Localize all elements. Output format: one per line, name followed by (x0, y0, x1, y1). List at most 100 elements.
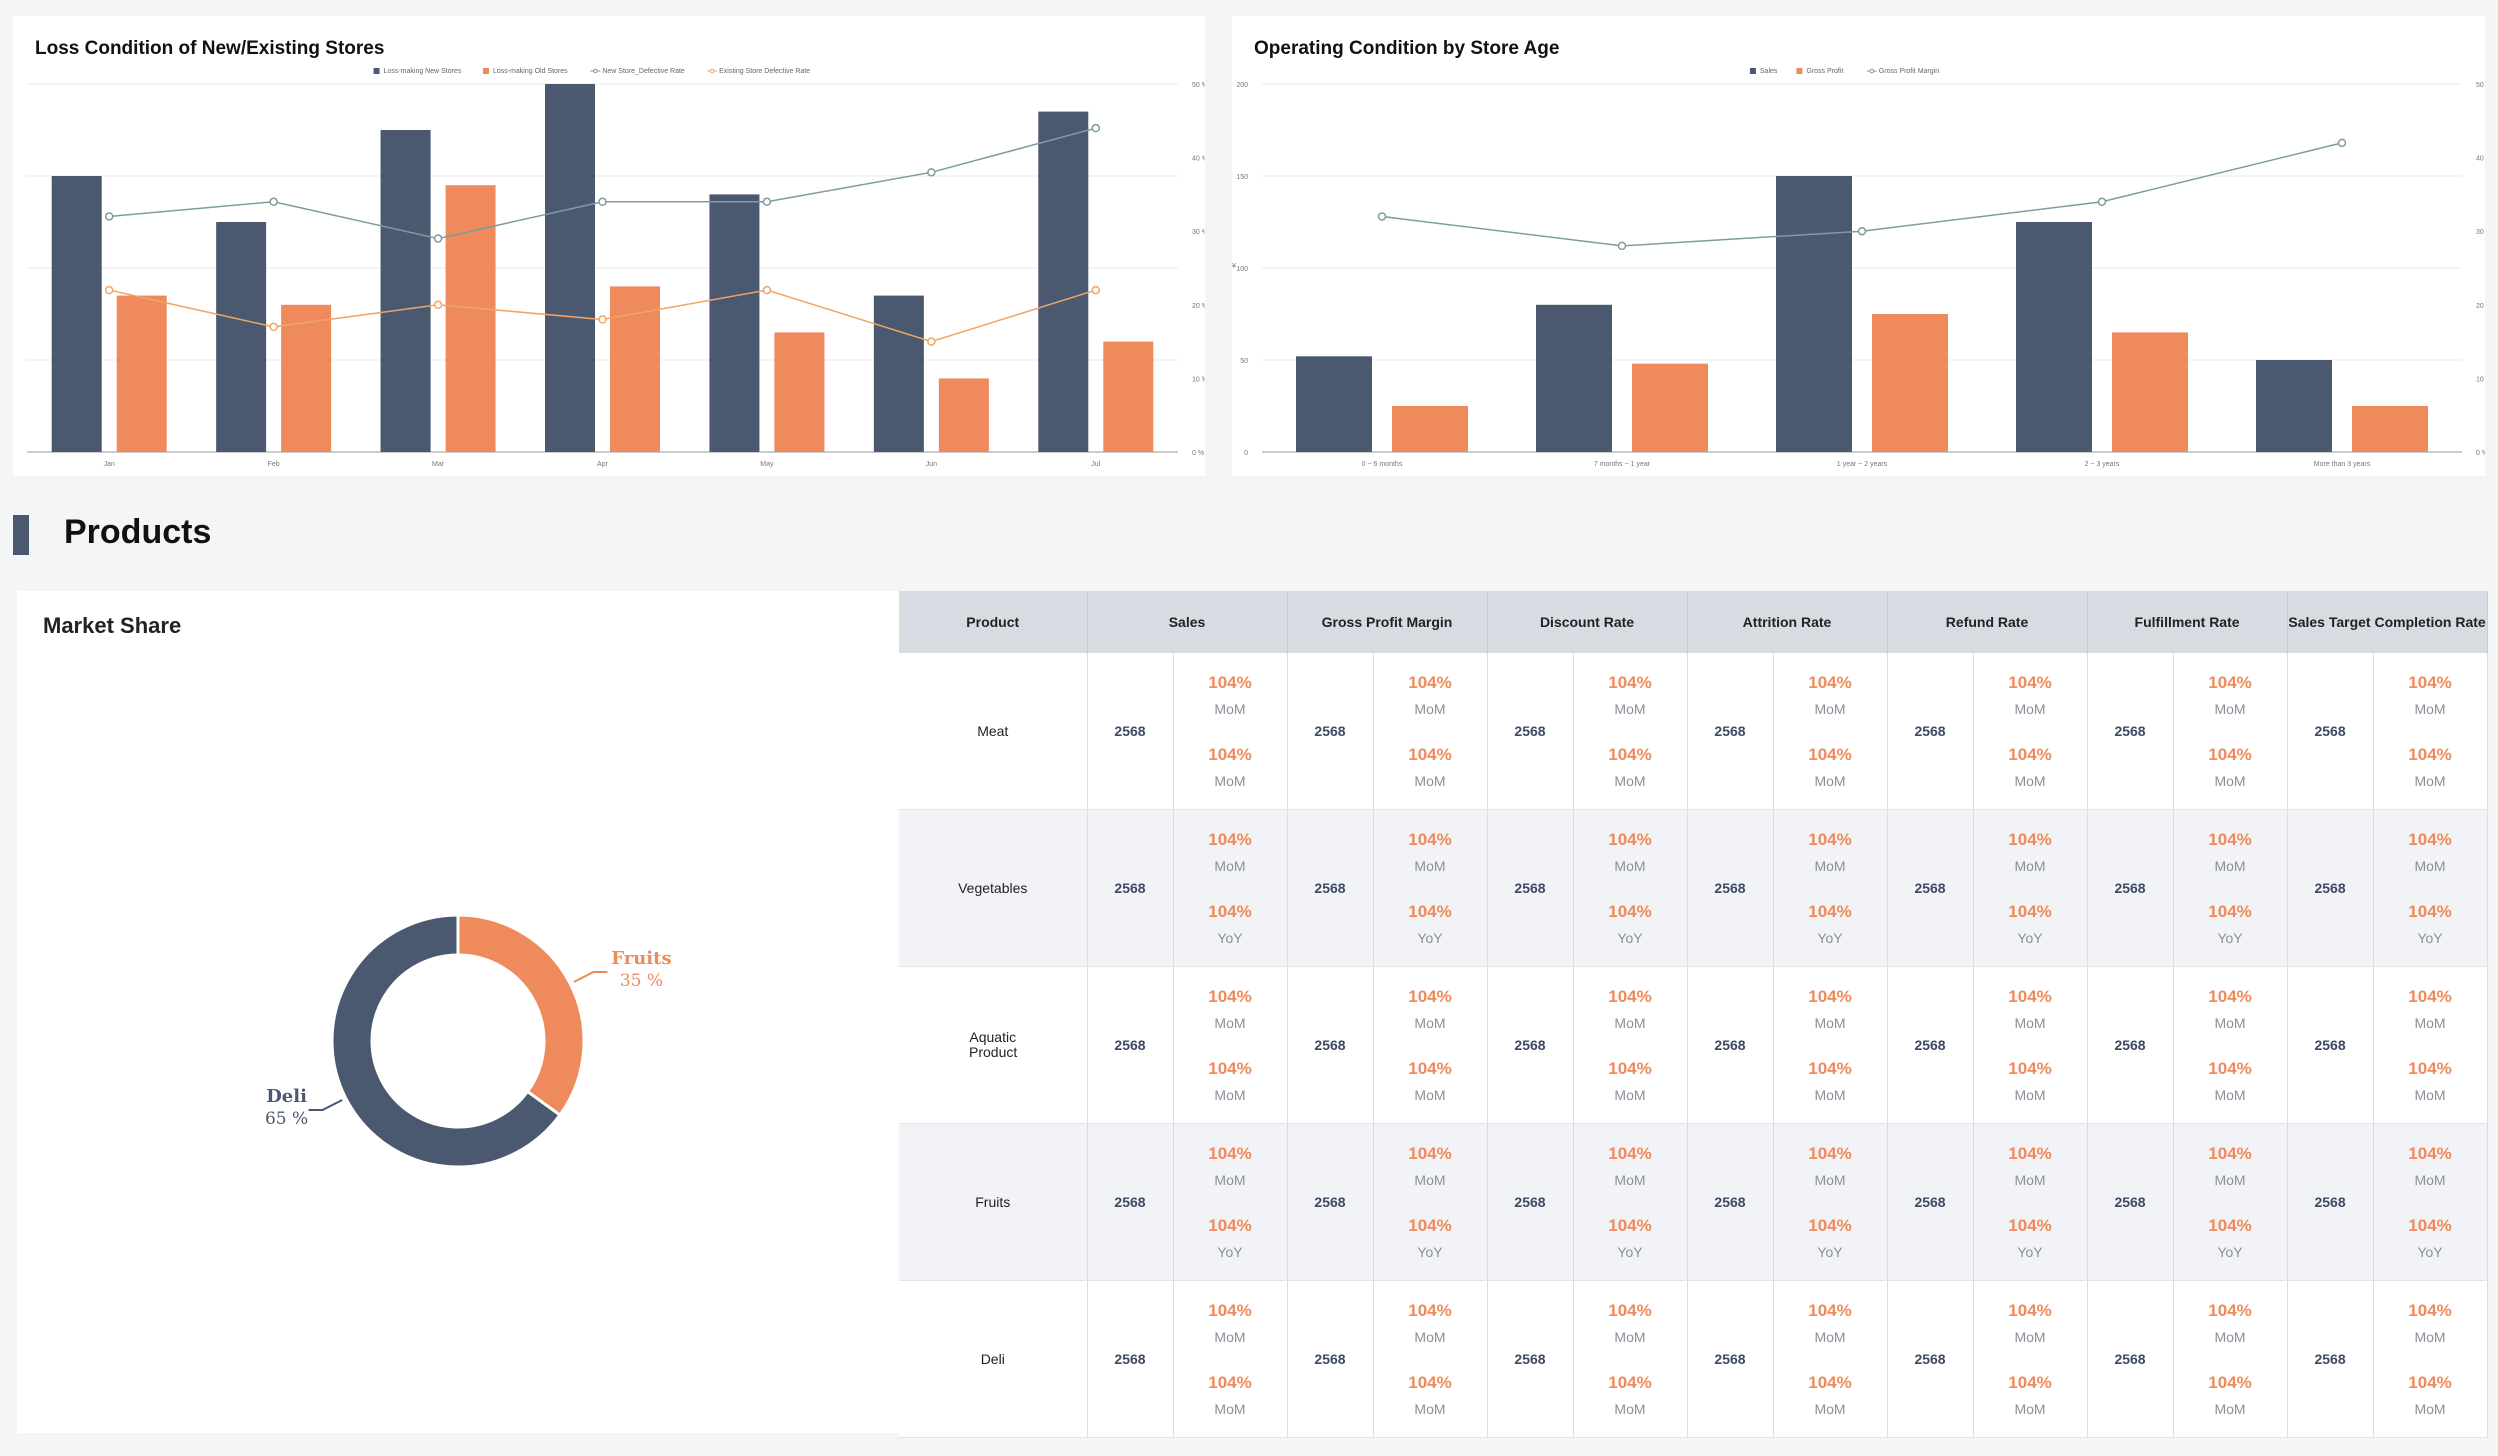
bar[interactable] (1776, 176, 1852, 452)
line-point[interactable] (2097, 197, 2107, 207)
legend-item[interactable]: Existing Store Defective Rate (707, 68, 810, 75)
column-header[interactable]: Product (899, 591, 1088, 653)
line-point[interactable] (598, 315, 607, 324)
legend-item[interactable]: Gross Profit Margin (1866, 68, 1939, 75)
metric-value: 2568 (2087, 1280, 2174, 1438)
metric-comparison: 104% MoM 104% YoY (2373, 809, 2488, 967)
bar[interactable] (2352, 406, 2428, 452)
line-point[interactable] (927, 337, 936, 346)
line-point[interactable] (104, 212, 114, 221)
bar[interactable] (281, 304, 332, 452)
y2-tick-label: 10 % (1192, 376, 1205, 383)
change-percent: 104% (1608, 1144, 1652, 1163)
change-label: MoM (2414, 1087, 2446, 1103)
legend-swatch (482, 68, 489, 74)
column-header[interactable]: Fulfillment Rate (2087, 591, 2288, 653)
metric-value: 2568 (1687, 966, 1774, 1124)
donut-slice[interactable] (456, 913, 586, 1118)
bar[interactable] (1632, 363, 1708, 452)
bar[interactable] (380, 130, 431, 452)
line-point[interactable] (1617, 241, 1627, 251)
column-header[interactable]: Attrition Rate (1687, 591, 1888, 653)
table-row[interactable]: Aquatic Product 2568 104% MoM 104% MoM 2568 104… (899, 966, 2488, 1124)
line-point[interactable] (598, 197, 607, 207)
change-percent: 104% (2008, 673, 2052, 692)
bar[interactable] (1296, 356, 1372, 452)
bar[interactable] (545, 84, 595, 452)
change-label: MoM (1614, 1329, 1646, 1345)
legend-item[interactable]: New Store_Defective Rate (590, 68, 685, 75)
change-percent: 104% (1408, 902, 1452, 921)
bar[interactable] (1038, 111, 1089, 452)
bar[interactable] (116, 295, 167, 452)
metric-value: 2568 (2287, 1123, 2374, 1281)
line-point[interactable] (2337, 138, 2347, 148)
line-point[interactable] (1091, 123, 1101, 133)
line-point[interactable] (269, 322, 278, 332)
column-header[interactable]: Refund Rate (1887, 591, 2088, 653)
legend-swatch (709, 68, 715, 74)
bar[interactable] (445, 185, 496, 452)
metric-comparison: 104% MoM 104% MoM (1373, 1280, 1488, 1438)
legend-item[interactable]: Gross Profit (1796, 68, 1843, 75)
metric-value: 2568 (1087, 1123, 1174, 1281)
bar[interactable] (709, 194, 760, 452)
line-point[interactable] (1091, 285, 1101, 295)
table-row[interactable]: Meat 2568 104% MoM 104% MoM 2568 104% MoM 104% MoM… (899, 653, 2488, 810)
table-row[interactable]: Deli 2568 104% MoM 104% MoM 2568 104% MoM 104% MoM… (899, 1280, 2488, 1438)
change-percent: 104% (1208, 1144, 1252, 1163)
line-point[interactable] (1857, 226, 1867, 236)
line-point[interactable] (433, 234, 443, 243)
bar[interactable] (51, 176, 102, 452)
metric-comparison: 104% MoM 104% MoM (1173, 966, 1288, 1124)
line-point[interactable] (762, 197, 772, 207)
change-label: MoM (1614, 1015, 1646, 1031)
store-age-chart-title: Operating Condition by Store Age (1254, 38, 1560, 59)
metric-value: 2568 (1887, 966, 1974, 1124)
bar[interactable] (774, 332, 825, 452)
line-point[interactable] (927, 168, 936, 177)
metric-value: 2568 (1887, 809, 1974, 967)
change-percent: 104% (1408, 830, 1452, 849)
metric-comparison: 104% MoM 104% YoY (2373, 1123, 2488, 1281)
line-point[interactable] (433, 300, 443, 310)
change-label: MoM (2214, 1087, 2246, 1103)
change-percent: 104% (1808, 1373, 1852, 1392)
change-percent: 104% (1608, 830, 1652, 849)
bar[interactable] (2016, 222, 2092, 452)
bar[interactable] (873, 295, 924, 452)
bar[interactable] (2256, 360, 2332, 452)
bar[interactable] (1103, 341, 1154, 452)
change-label: MoM (1814, 1172, 1846, 1188)
line-point[interactable] (269, 197, 278, 207)
y-tick-label: 0 (1244, 450, 1248, 457)
table-row[interactable]: Fruits 2568 104% MoM 104% YoY 2568 104% MoM 104% Y… (899, 1123, 2488, 1281)
change-label: MoM (1414, 1087, 1446, 1103)
change-percent: 104% (1208, 1373, 1252, 1392)
bar[interactable] (2112, 332, 2188, 452)
change-percent: 104% (1808, 745, 1852, 764)
metric-value: 2568 (1487, 1123, 1574, 1281)
metric-value: 2568 (1887, 1123, 1974, 1281)
legend-item[interactable]: Loss-making New Stores (373, 68, 462, 75)
bar[interactable] (216, 222, 267, 452)
change-percent: 104% (1608, 673, 1652, 692)
donut-slice[interactable] (330, 913, 563, 1169)
table-row[interactable]: Vegetables 2568 104% MoM 104% YoY 2568 104% MoM 1… (899, 809, 2488, 967)
column-header[interactable]: Gross Profit Margin (1287, 591, 1488, 653)
column-header[interactable]: Sales (1087, 591, 1288, 653)
metric-value: 2568 (1087, 966, 1174, 1124)
column-header[interactable]: Sales Target Completion Rate (2287, 591, 2488, 653)
line-point[interactable] (762, 285, 772, 295)
change-percent: 104% (1608, 745, 1652, 764)
column-header[interactable]: Discount Rate (1487, 591, 1688, 653)
line-point[interactable] (104, 285, 114, 295)
bar[interactable] (1536, 304, 1612, 452)
line-point[interactable] (1377, 212, 1387, 221)
bar[interactable] (938, 378, 989, 452)
bar[interactable] (1392, 406, 1468, 452)
legend-item[interactable]: Loss-making Old Stores (482, 68, 568, 75)
bar[interactable] (1872, 314, 1948, 452)
legend-item[interactable]: Sales (1749, 68, 1778, 75)
metric-comparison: 104% MoM 104% YoY (1573, 809, 1688, 967)
